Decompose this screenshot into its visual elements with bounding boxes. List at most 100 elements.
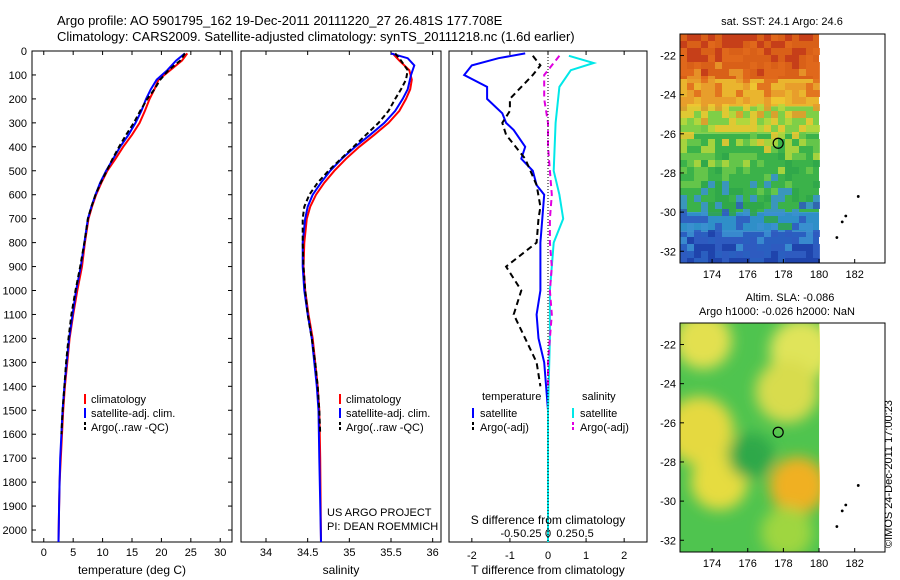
sst-cell <box>694 160 701 167</box>
sst-cell <box>778 97 785 104</box>
y-tick-label: -28 <box>660 168 676 180</box>
sst-cell <box>785 174 792 181</box>
sst-cell <box>715 160 722 167</box>
sst-cell <box>680 139 687 146</box>
sst-cell <box>715 48 722 55</box>
sst-cell <box>708 41 715 48</box>
sst-cell <box>764 146 771 153</box>
sst-cell <box>708 146 715 153</box>
coast-point <box>856 484 860 487</box>
legend-label: climatology <box>91 394 147 406</box>
sst-cell <box>750 139 757 146</box>
sst-cell <box>715 223 722 230</box>
y-tick-label: 1300 <box>3 357 27 369</box>
sst-cell <box>785 55 792 62</box>
sst-cell <box>708 76 715 83</box>
sst-cell <box>799 153 806 160</box>
sst-cell <box>806 202 813 209</box>
sst-cell <box>701 146 708 153</box>
sst-cell <box>680 111 687 118</box>
sst-cell <box>771 34 778 41</box>
sst-cell <box>778 41 785 48</box>
y-tick-label: 2000 <box>3 525 27 537</box>
sst-cell <box>813 69 820 76</box>
sst-cell <box>694 48 701 55</box>
sst-cell <box>813 48 820 55</box>
sst-cell <box>771 69 778 76</box>
sst-cell <box>778 244 785 251</box>
sst-cell <box>771 223 778 230</box>
sst-cell <box>722 258 729 263</box>
sla-anomaly <box>769 456 820 514</box>
sst-cell <box>743 167 750 174</box>
series-line-1 <box>462 52 549 542</box>
y-tick-label: 500 <box>9 166 27 178</box>
sst-cell <box>764 76 771 83</box>
sst-cell <box>736 139 743 146</box>
sst-cell <box>708 209 715 216</box>
sst-cell <box>722 34 729 41</box>
sst-cell <box>743 118 750 125</box>
x2-tick-label: -0.25 <box>516 528 541 540</box>
sst-cell <box>792 111 799 118</box>
sst-cell <box>799 237 806 244</box>
y-tick-label: 1500 <box>3 405 27 417</box>
x-tick-label: 0 <box>41 547 47 559</box>
y-tick-label: -30 <box>660 496 676 508</box>
sst-cell <box>750 83 757 90</box>
sst-cell <box>680 118 687 125</box>
sst-cell <box>799 97 806 104</box>
sst-cell <box>757 104 764 111</box>
sst-cell <box>701 125 708 132</box>
sst-cell <box>715 188 722 195</box>
sst-cell <box>687 139 694 146</box>
x-tick-label: 15 <box>126 547 138 559</box>
sst-cell <box>743 34 750 41</box>
sst-cell <box>792 244 799 251</box>
x2-tick-label: 0.5 <box>578 528 593 540</box>
sst-cell <box>806 55 813 62</box>
sst-cell <box>799 132 806 139</box>
sst-cell <box>680 62 687 69</box>
sst-cell <box>806 62 813 69</box>
sst-cell <box>722 188 729 195</box>
sst-cell <box>729 41 736 48</box>
sst-cell <box>771 188 778 195</box>
sst-cell <box>792 146 799 153</box>
temperature-profile-plot: 0 5 10 15 20 25 300100200300400500600700800900… <box>3 46 233 577</box>
sst-cell <box>813 90 820 97</box>
x-tick-label: 35 <box>343 547 355 559</box>
sst-cell <box>764 125 771 132</box>
sst-cell <box>778 132 785 139</box>
sst-cell <box>764 34 771 41</box>
sst-cell <box>687 237 694 244</box>
coast-point <box>835 525 839 528</box>
sst-cell <box>771 195 778 202</box>
sst-cell <box>799 125 806 132</box>
sst-cell <box>813 125 820 132</box>
sst-cell <box>680 146 687 153</box>
sst-cell <box>813 139 820 146</box>
x-tick-label: 174 <box>703 269 721 281</box>
sst-cell <box>792 55 799 62</box>
x-tick-label: 182 <box>846 558 864 570</box>
sst-cell <box>687 160 694 167</box>
sst-cell <box>785 153 792 160</box>
sst-cell <box>701 216 708 223</box>
x-tick-label: 180 <box>810 558 828 570</box>
sst-cell <box>701 83 708 90</box>
sst-cell <box>736 160 743 167</box>
x-tick-label: 20 <box>155 547 167 559</box>
sst-cell <box>687 258 694 263</box>
x-tick-label: 5 <box>70 547 76 559</box>
sst-cell <box>680 216 687 223</box>
y-tick-label: 0 <box>21 46 27 58</box>
sst-cell <box>792 237 799 244</box>
sst-cell <box>785 181 792 188</box>
sst-cell <box>806 244 813 251</box>
y-tick-label: 600 <box>9 190 27 202</box>
sst-cell <box>799 34 806 41</box>
sst-cell <box>729 153 736 160</box>
x-tick-label: 36 <box>427 547 439 559</box>
sst-cell <box>757 69 764 76</box>
